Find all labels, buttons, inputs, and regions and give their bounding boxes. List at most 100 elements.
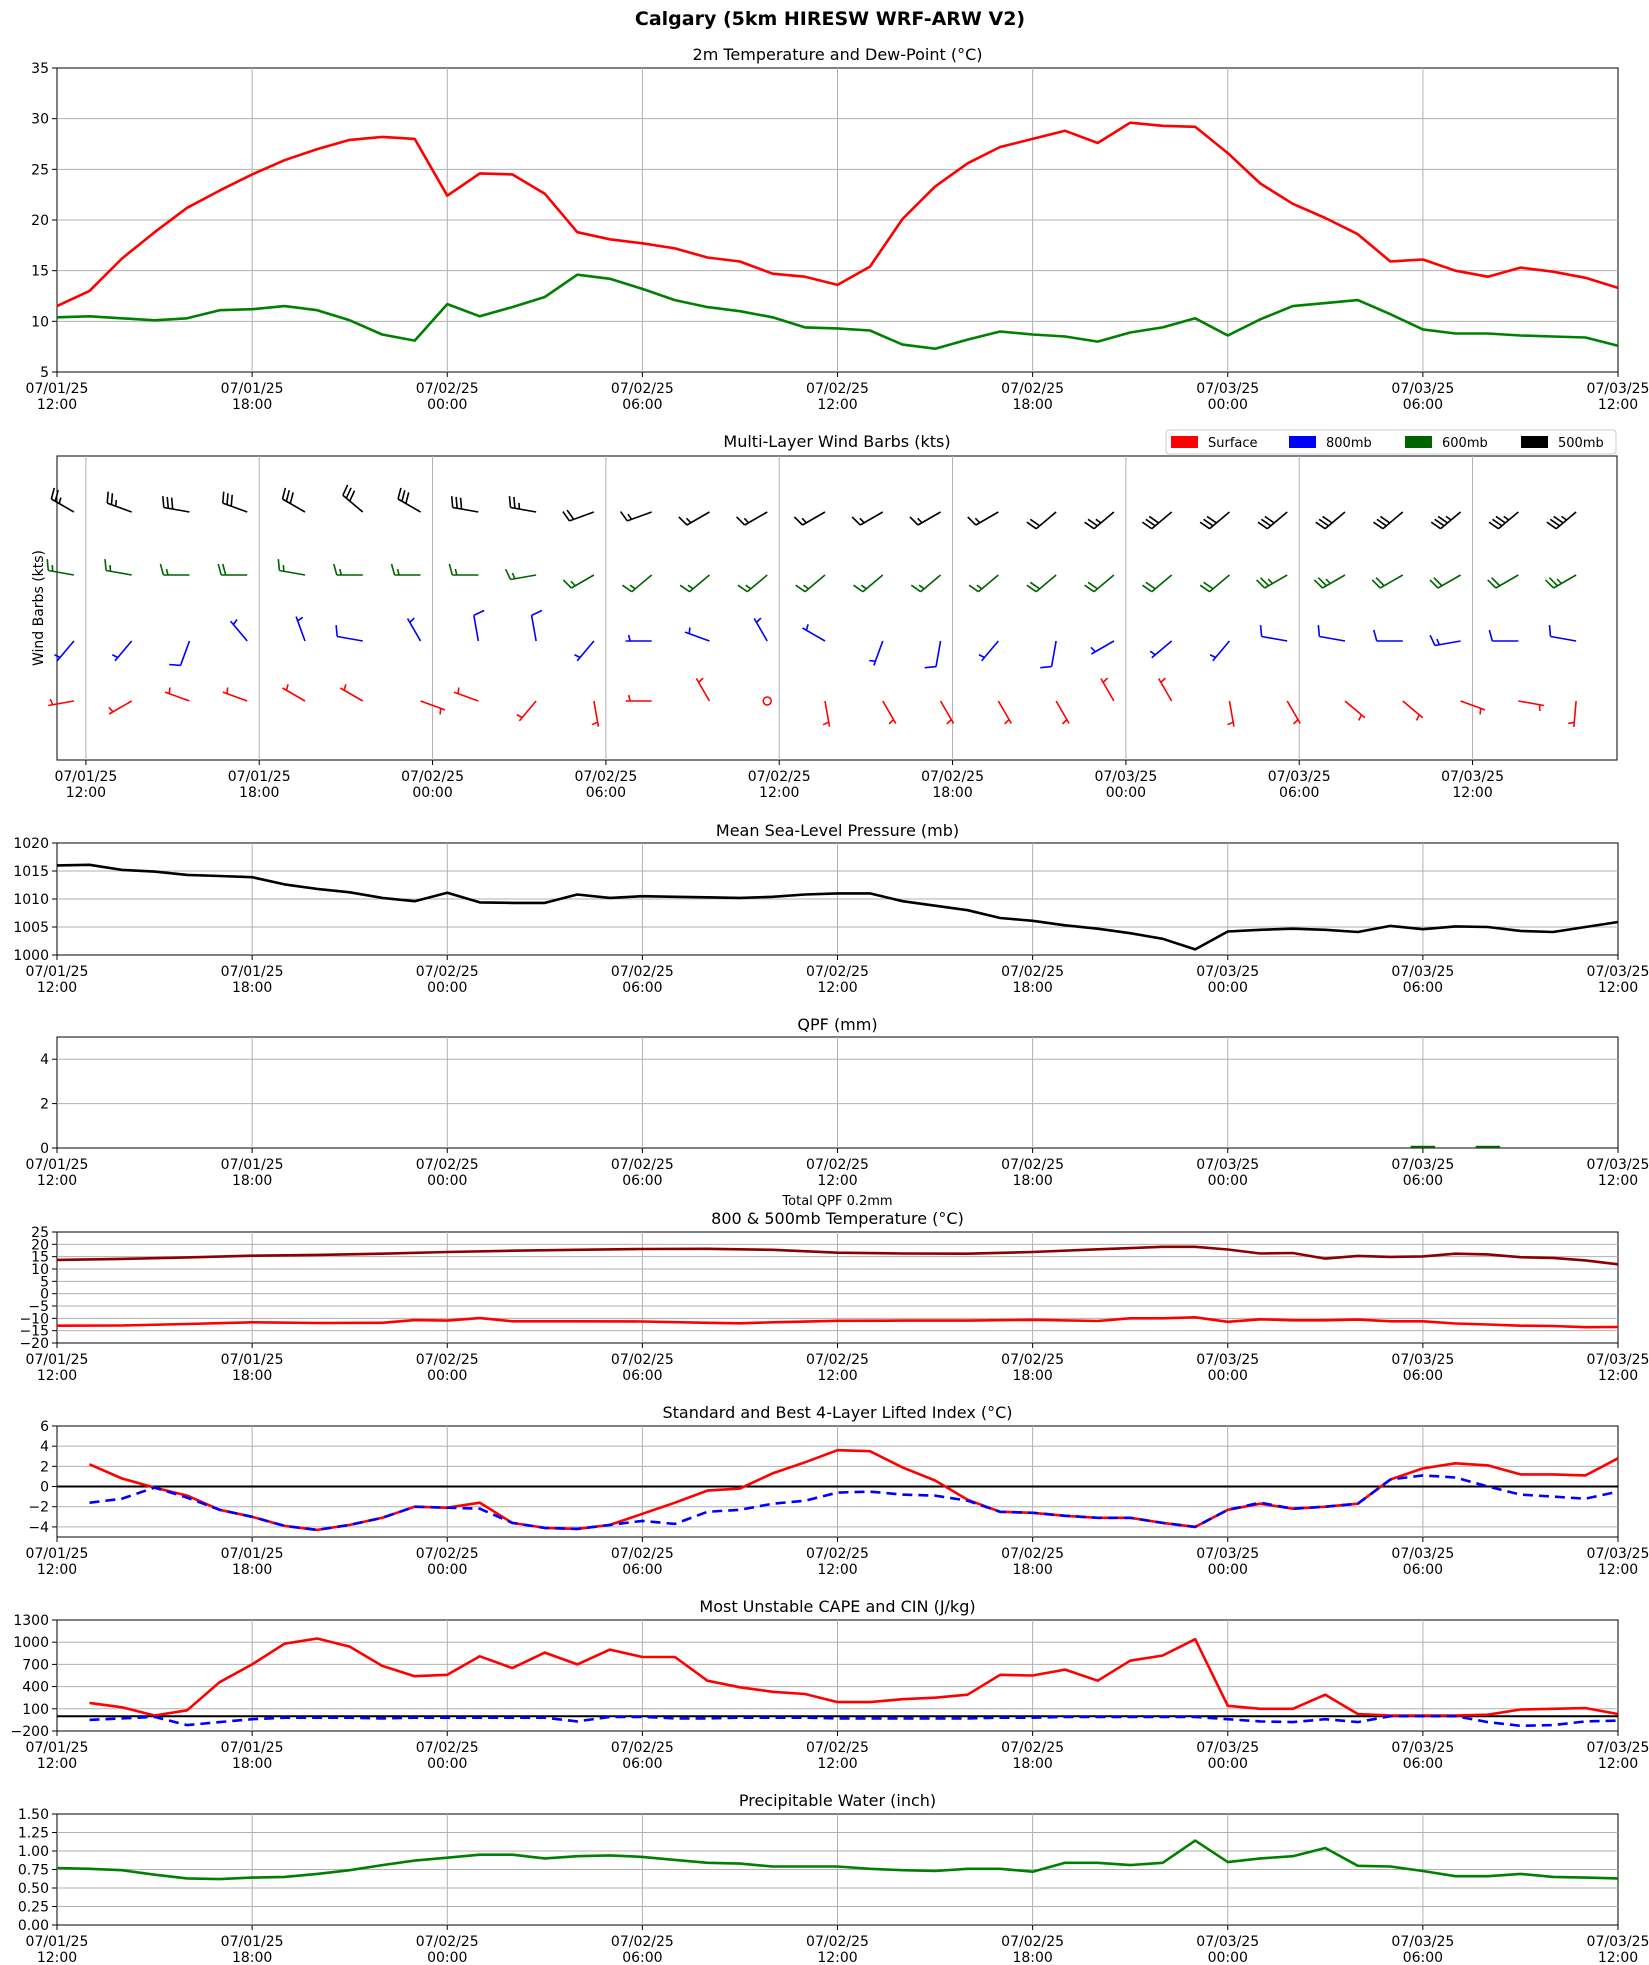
chart-title: Mean Sea-Level Pressure (mb): [716, 821, 959, 840]
legend-swatch: [1289, 436, 1316, 448]
x-tick-label: 07/03/25: [1196, 381, 1259, 397]
wind-barb-600mb: [1084, 574, 1115, 593]
wind-barb-surface: [1402, 700, 1424, 721]
wind-barb-600mb: [562, 574, 595, 589]
wind-barb-surface: [164, 687, 190, 702]
wind-barb-800mb: [54, 640, 75, 662]
wind-barb-surface: [822, 700, 831, 727]
wind-barb-surface: [1055, 700, 1070, 725]
series-line-1: [56, 863, 1619, 951]
x-tick-label: 06:00: [622, 1950, 662, 1965]
y-tick-label: 1015: [13, 864, 49, 880]
x-tick-label: 07/02/25: [806, 1157, 869, 1173]
x-tick-label: 00:00: [427, 1368, 467, 1384]
x-tick-label: 06:00: [622, 1368, 662, 1384]
y-tick-label: −15: [19, 1324, 49, 1340]
x-tick-label: 07/01/25: [221, 1740, 284, 1756]
x-tick-label: 18:00: [1012, 1562, 1052, 1578]
x-tick-label: 18:00: [232, 980, 272, 996]
x-tick-label: 06:00: [1403, 980, 1443, 996]
x-tick-label: 18:00: [232, 397, 272, 413]
x-tick-label: 07/02/25: [1001, 1546, 1064, 1562]
wind-barb-500mb: [562, 509, 595, 522]
x-tick-label: 07/02/25: [574, 769, 637, 785]
x-tick-label: 00:00: [1208, 1756, 1248, 1772]
x-tick-label: 07/02/25: [416, 964, 479, 980]
y-tick-label: −20: [19, 1336, 49, 1352]
x-tick-label: 07/01/25: [221, 964, 284, 980]
x-tick-label: 18:00: [1012, 1950, 1052, 1965]
x-tick-label: 07/03/25: [1391, 381, 1454, 397]
x-tick-label: 00:00: [427, 1950, 467, 1965]
x-tick-label: 06:00: [1403, 1756, 1443, 1772]
wind-barb-600mb: [1199, 574, 1230, 593]
wind-barb-500mb: [50, 487, 75, 513]
wind-barb-800mb: [1548, 625, 1577, 642]
chart-panel-7: Most Unstable CAPE and CIN (J/kg) −200 100…: [11, 1597, 1649, 1772]
wind-barb-surface: [1286, 700, 1301, 725]
chart-panel-5: 800 & 500mb Temperature (°C)−20−15−10−50…: [19, 1209, 1649, 1384]
y-tick-label: −10: [19, 1311, 49, 1327]
wind-barb-surface: [1460, 700, 1486, 715]
x-tick-label: 07/01/25: [26, 381, 89, 397]
wind-barb-600mb: [621, 574, 653, 593]
x-tick-label: 12:00: [817, 1756, 857, 1772]
wind-barb-800mb: [406, 617, 422, 642]
x-tick-label: 07/01/25: [26, 1546, 89, 1562]
wind-barb-800mb: [1149, 640, 1173, 659]
y-tick-label: 15: [31, 264, 49, 280]
legend-swatch: [1171, 436, 1198, 448]
x-tick-label: 07/03/25: [1196, 1546, 1259, 1562]
x-tick-label: 00:00: [427, 1173, 467, 1189]
x-tick-label: 07/02/25: [806, 1934, 869, 1950]
x-tick-label: 12:00: [37, 1368, 77, 1384]
qpf-total-annotation: Total QPF 0.2mm: [781, 1194, 892, 1209]
y-tick-label: 2: [40, 1459, 49, 1475]
wind-barb-800mb: [1488, 629, 1519, 642]
y-tick-label: 1020: [13, 836, 49, 852]
x-tick-label: 07/03/25: [1391, 1934, 1454, 1950]
x-tick-label: 07/02/25: [806, 381, 869, 397]
wind-barb-600mb: [737, 574, 768, 593]
y-tick-label: 1.25: [18, 1826, 49, 1842]
series-line-1: [56, 1839, 1619, 1881]
x-tick-label: 07/01/25: [54, 769, 117, 785]
y-tick-label: 10: [31, 1262, 49, 1278]
x-tick-label: 07/02/25: [611, 1546, 674, 1562]
wind-barb-600mb: [1313, 574, 1346, 589]
wind-barb-800mb: [1317, 625, 1346, 642]
wind-barb-500mb: [793, 511, 826, 526]
x-tick-label: 12:00: [1598, 1173, 1638, 1189]
x-tick-label: 00:00: [427, 1562, 467, 1578]
y-tick-label: 700: [22, 1657, 49, 1673]
x-tick-label: 12:00: [66, 785, 106, 801]
chart-panel-2: Multi-Layer Wind Barbs (kts) 07/01/2512:0…: [31, 429, 1618, 801]
wind-barb-600mb: [277, 559, 306, 576]
x-tick-label: 06:00: [622, 1756, 662, 1772]
chart-title: Standard and Best 4-Layer Lifted Index (…: [662, 1403, 1012, 1422]
wind-barb-800mb: [1373, 629, 1403, 642]
x-tick-label: 12:00: [817, 980, 857, 996]
x-tick-label: 07/01/25: [221, 1157, 284, 1173]
x-tick-label: 00:00: [1106, 785, 1146, 801]
chart-title: Multi-Layer Wind Barbs (kts): [723, 432, 950, 451]
x-tick-label: 07/02/25: [416, 1740, 479, 1756]
x-tick-label: 12:00: [37, 1756, 77, 1772]
wind-barb-600mb: [1256, 574, 1288, 589]
plot-frame: [56, 455, 1618, 761]
x-tick-label: 00:00: [1208, 1562, 1248, 1578]
wind-barb-600mb: [333, 563, 363, 576]
wind-barb-500mb: [342, 484, 364, 513]
wind-barb-surface: [453, 687, 479, 702]
chart-panel-8: Precipitable Water (inch) 0.00 0.25 0.50 0.7…: [18, 1791, 1649, 1965]
x-tick-label: 12:00: [37, 1950, 77, 1965]
x-tick-label: 07/03/25: [1196, 964, 1259, 980]
wind-barb-surface: [1157, 677, 1173, 702]
x-tick-label: 18:00: [232, 1173, 272, 1189]
x-tick-label: 18:00: [232, 1562, 272, 1578]
y-tick-label: 400: [22, 1680, 49, 1696]
x-tick-label: 07/02/25: [416, 381, 479, 397]
x-tick-label: 06:00: [1403, 1562, 1443, 1578]
wind-barb-500mb: [1315, 511, 1346, 530]
x-tick-label: 12:00: [1598, 1562, 1638, 1578]
